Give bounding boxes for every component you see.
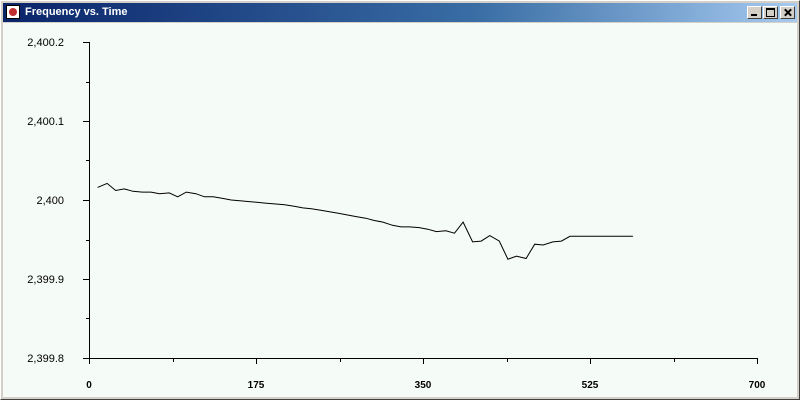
- y-tick-label: 2,400.1: [27, 116, 64, 128]
- frequency-time-chart: 2,399.8 2,399.9 2,400 2,400.1 2,400.2 0 175 350…: [27, 37, 765, 391]
- minimize-button[interactable]: [747, 6, 762, 19]
- axes: [89, 42, 758, 359]
- tick-labels: 2,399.8 2,399.9 2,400 2,400.1 2,400.2 0 175 350…: [27, 37, 765, 391]
- y-tick-label: 2,400: [36, 195, 64, 207]
- y-tick-label: 2,400.2: [27, 37, 64, 49]
- ticks: [83, 42, 758, 364]
- y-tick-label: 2,399.9: [27, 274, 64, 286]
- x-tick-label: 350: [415, 380, 432, 391]
- window-title: Frequency vs. Time: [25, 6, 128, 18]
- series: [97, 182, 633, 260]
- x-tick-label: 525: [582, 380, 599, 391]
- maximize-button[interactable]: [763, 6, 778, 19]
- x-tick-label: 0: [86, 380, 92, 391]
- series-line: [97, 182, 633, 260]
- close-button[interactable]: [780, 6, 795, 19]
- chart-area: 2,399.8 2,399.9 2,400 2,400.1 2,400.2 0 175 350…: [3, 23, 797, 397]
- title-bar[interactable]: Frequency vs. Time: [3, 3, 797, 22]
- x-tick-label: 175: [248, 380, 265, 391]
- java-cup-icon[interactable]: [6, 5, 20, 19]
- x-tick-label: 700: [749, 380, 766, 391]
- y-tick-label: 2,399.8: [27, 353, 64, 365]
